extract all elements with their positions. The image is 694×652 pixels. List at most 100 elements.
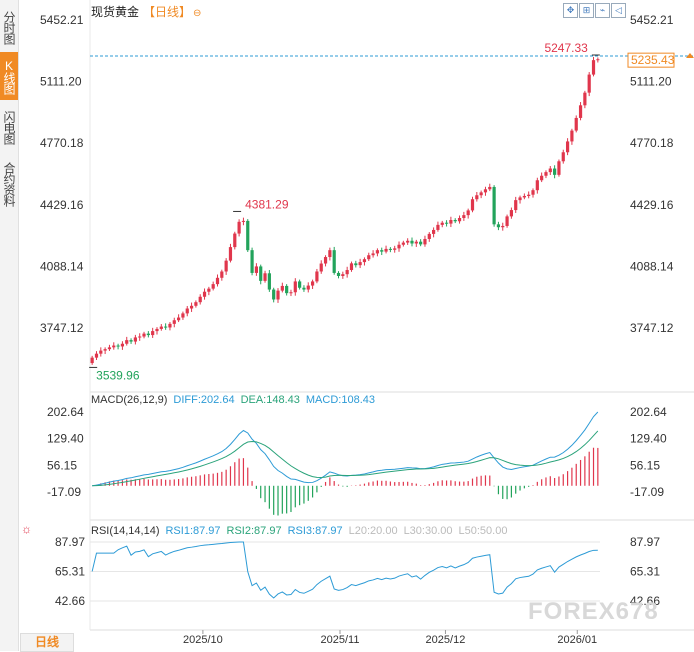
rsi-l20-label: L20:20.00 bbox=[348, 525, 398, 537]
collapse-icon[interactable]: ⊖ bbox=[193, 8, 202, 19]
candle-body bbox=[436, 224, 440, 230]
rsi-y-tick-right: 65.31 bbox=[630, 565, 660, 579]
candle-body bbox=[302, 287, 306, 290]
candle-body bbox=[496, 224, 501, 228]
tab-contract-info[interactable]: 合约资料 bbox=[2, 162, 16, 206]
last-price-arrow bbox=[686, 53, 694, 59]
candle-body bbox=[362, 259, 367, 263]
macd-y-tick-right: 129.40 bbox=[630, 432, 667, 446]
rsi-line bbox=[91, 541, 598, 599]
candle-body bbox=[306, 285, 310, 290]
rsi1-label: RSI1:87.97 bbox=[165, 525, 221, 537]
y-tick-label-right: 3747.12 bbox=[630, 321, 674, 335]
candle-body bbox=[462, 215, 466, 219]
candle-body bbox=[237, 221, 241, 234]
y-tick-label-right: 5452.21 bbox=[630, 13, 674, 27]
candle-body bbox=[354, 263, 358, 266]
candle-body bbox=[466, 210, 470, 216]
candle-body bbox=[453, 220, 457, 222]
tab-kline[interactable]: K线图 bbox=[0, 52, 18, 100]
candle-body bbox=[146, 333, 150, 336]
y-tick-label-left: 4088.14 bbox=[40, 259, 84, 273]
candle-body bbox=[587, 74, 591, 93]
rsi-legend: RSI(14,14,14) RSI1:87.97 RSI2:87.97 RSI3:87… bbox=[91, 525, 513, 537]
candle-body bbox=[259, 266, 263, 281]
candle-body bbox=[168, 323, 172, 328]
period-label: 【日线】 bbox=[143, 5, 192, 19]
candle-body bbox=[380, 250, 384, 252]
candle-body bbox=[164, 326, 168, 328]
candle-body bbox=[224, 260, 228, 272]
candle-body bbox=[509, 210, 513, 217]
rsi3-label: RSI3:87.97 bbox=[287, 525, 343, 537]
rsi-l30-label: L30:30.00 bbox=[403, 525, 453, 537]
candle-body bbox=[475, 195, 479, 200]
candle-body bbox=[99, 350, 103, 354]
macd-y-tick-left: -17.09 bbox=[47, 485, 81, 499]
macd-legend: MACD(26,12,9) DIFF:202.64 DEA:148.43 MACD:1… bbox=[91, 394, 381, 406]
back-icon[interactable]: ◁ bbox=[611, 3, 626, 18]
candle-body bbox=[578, 105, 583, 118]
macd-dea-line bbox=[92, 430, 599, 487]
candle-body bbox=[440, 222, 444, 225]
candle-body bbox=[483, 189, 488, 193]
x-tick-label: 2025/10 bbox=[183, 634, 223, 646]
candle-body bbox=[514, 200, 518, 211]
candle-body bbox=[125, 340, 129, 344]
candle-body bbox=[583, 92, 587, 106]
y-tick-label-left: 4429.16 bbox=[40, 198, 84, 212]
last-price-label: 5235.43 bbox=[631, 53, 675, 67]
candle-body bbox=[194, 302, 198, 306]
candle-body bbox=[202, 291, 207, 297]
candle-body bbox=[488, 186, 492, 190]
candle-body bbox=[479, 192, 483, 196]
zoom-icon[interactable]: ⊞ bbox=[579, 3, 594, 18]
rsi-y-tick-right: 42.66 bbox=[630, 594, 660, 608]
line-chart-icon[interactable]: ⌁ bbox=[595, 3, 610, 18]
candle-body bbox=[561, 152, 565, 162]
candle-body bbox=[267, 273, 271, 290]
candle-body bbox=[285, 285, 289, 294]
candle-body bbox=[336, 272, 341, 276]
candle-body bbox=[449, 220, 453, 224]
candle-body bbox=[116, 345, 120, 347]
move-icon[interactable]: ✥ bbox=[563, 3, 578, 18]
candle-body bbox=[505, 216, 509, 226]
candle-body bbox=[246, 220, 250, 251]
candle-body bbox=[263, 273, 267, 281]
candle-body bbox=[393, 248, 397, 250]
x-tick-label: 2025/11 bbox=[321, 634, 360, 646]
candle-body bbox=[388, 248, 392, 250]
candle-body bbox=[250, 250, 254, 273]
candle-body bbox=[557, 161, 561, 175]
macd-diff-label: DIFF:202.64 bbox=[173, 394, 235, 406]
candle-body bbox=[172, 320, 176, 324]
indicator-settings-icon[interactable]: ☼ bbox=[21, 522, 32, 536]
candle-body bbox=[233, 233, 237, 248]
y-tick-label-left: 5452.21 bbox=[40, 13, 84, 27]
tab-timeshare[interactable]: 分时图 bbox=[2, 10, 16, 44]
rsi-y-tick-left: 42.66 bbox=[55, 594, 85, 608]
sidebar: 分时图 K线图 闪电图 合约资料 bbox=[0, 0, 19, 651]
period-button[interactable]: 日线 bbox=[20, 633, 74, 652]
candle-body bbox=[138, 336, 142, 338]
candle-body bbox=[414, 241, 418, 244]
candle-body bbox=[155, 328, 159, 332]
candle-body bbox=[470, 199, 475, 211]
candle-body bbox=[432, 229, 436, 234]
tab-flash[interactable]: 闪电图 bbox=[2, 110, 16, 144]
macd-diff-line bbox=[92, 411, 599, 487]
last-price-box bbox=[627, 52, 675, 68]
candle-body bbox=[215, 277, 220, 285]
macd-y-tick-right: 56.15 bbox=[630, 458, 660, 472]
candle-body bbox=[151, 331, 155, 336]
candle-body bbox=[289, 292, 293, 294]
candle-body bbox=[159, 326, 163, 329]
candle-body bbox=[112, 345, 116, 348]
candle-body bbox=[410, 240, 414, 244]
candle-body bbox=[241, 220, 246, 222]
candle-body bbox=[367, 255, 371, 260]
candle-body bbox=[323, 257, 328, 264]
candle-body bbox=[349, 263, 354, 271]
